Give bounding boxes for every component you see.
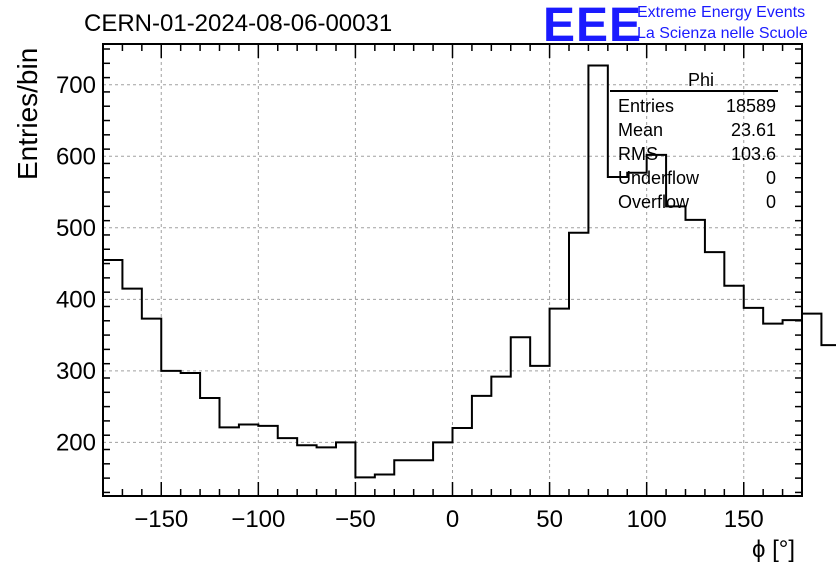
- histogram-bin: [317, 447, 336, 496]
- stats-value: 0: [765, 168, 776, 188]
- histogram-bin: [724, 286, 743, 496]
- histogram-bin: [608, 177, 627, 496]
- y-tick-label: 300: [56, 358, 96, 385]
- histogram-bin: [394, 460, 413, 496]
- grid-lines: [103, 44, 802, 496]
- histogram-bin: [220, 427, 239, 496]
- chart-title: CERN-01-2024-08-06-00031: [84, 10, 393, 37]
- histogram-bin: [666, 206, 685, 496]
- histogram-bin: [142, 319, 161, 496]
- histogram-bin: [802, 314, 821, 496]
- stats-label: RMS: [618, 144, 658, 164]
- y-tick-label: 500: [56, 215, 96, 242]
- x-tick-label: −50: [335, 506, 376, 533]
- histogram-bin: [239, 424, 258, 496]
- stats-value: 23.61: [730, 120, 776, 140]
- stats-label: Mean: [618, 120, 664, 140]
- histogram-bin: [763, 324, 782, 496]
- histogram-bin: [122, 289, 141, 496]
- histogram-bin: [705, 252, 724, 496]
- y-tick-label: 600: [56, 143, 96, 170]
- stats-row-mean: Mean 23.61: [610, 118, 778, 142]
- histogram-bin: [278, 438, 297, 496]
- logo-tagline-1: Extreme Energy Events: [637, 4, 806, 21]
- stats-divider: [610, 90, 778, 92]
- x-tick-label: 0: [446, 506, 459, 533]
- histogram-bin: [686, 220, 705, 496]
- y-tick-label: 400: [56, 286, 96, 313]
- histogram-bin: [414, 460, 433, 496]
- histogram-bin: [530, 366, 549, 496]
- histogram-bin: [433, 442, 452, 496]
- histogram-bin: [181, 373, 200, 496]
- stats-value: 18589: [725, 96, 776, 116]
- histogram-bin: [569, 233, 588, 496]
- histogram-bin: [821, 345, 836, 496]
- histogram-bin: [453, 428, 472, 496]
- stats-row-rms: RMS 103.6: [610, 142, 778, 166]
- logo-tagline-2: La Scienza nelle Scuole: [637, 25, 808, 42]
- histogram-bin: [744, 308, 763, 496]
- axes: −150 −100 −50 0 50 100 150 200 300 400 500 600 700: [56, 43, 803, 533]
- stats-title: Phi: [687, 70, 714, 90]
- stats-label: Entries: [618, 96, 675, 116]
- x-tick-label: 150: [724, 506, 764, 533]
- histogram-bin: [472, 396, 491, 496]
- x-tick-label: −150: [134, 506, 188, 533]
- histogram-bin: [355, 477, 374, 496]
- histogram-bin: [627, 173, 646, 496]
- stats-row-overflow: Overflow 0: [610, 190, 778, 214]
- stats-box: Phi Entries 18589 Mean 23.61 RMS 103.6 U…: [610, 70, 778, 214]
- x-tick-label: −100: [231, 506, 285, 533]
- stats-row-entries: Entries 18589: [610, 94, 778, 118]
- histogram-bars: [103, 64, 836, 496]
- histogram-bin: [511, 337, 530, 496]
- histogram-bin: [783, 320, 802, 496]
- histogram-bin: [588, 65, 607, 496]
- histogram-bin: [200, 398, 219, 496]
- histogram-bin: [550, 309, 569, 496]
- stats-value: 103.6: [730, 144, 776, 164]
- histogram-bin: [375, 475, 394, 496]
- stats-row-underflow: Underflow 0: [610, 166, 778, 190]
- x-tick-label: 100: [627, 506, 667, 533]
- y-axis-label: Entries/bin: [12, 47, 43, 180]
- histogram-bin: [161, 371, 180, 496]
- histogram-bin: [297, 445, 316, 496]
- histogram-bin: [258, 426, 277, 496]
- y-tick-label: 700: [56, 72, 96, 99]
- stats-label: Underflow: [618, 168, 700, 188]
- eee-logo: EEE: [543, 0, 643, 52]
- histogram-bin: [336, 442, 355, 496]
- y-tick-label: 200: [56, 429, 96, 456]
- histogram-step-line: [103, 64, 836, 479]
- histogram-bin: [491, 377, 510, 496]
- x-axis-label: ϕ [°]: [752, 536, 796, 563]
- stats-value: 0: [765, 192, 776, 212]
- x-tick-label: 50: [536, 506, 563, 533]
- stats-label: Overflow: [618, 192, 690, 212]
